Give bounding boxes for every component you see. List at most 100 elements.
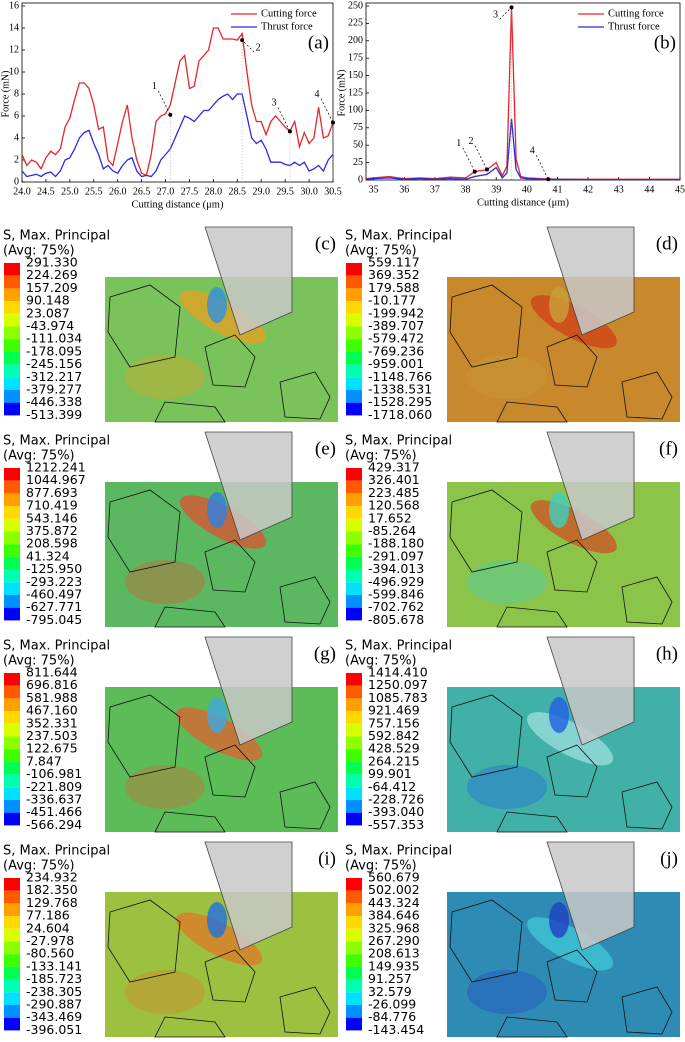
legend-label: Cutting force — [608, 8, 664, 19]
y-axis-label: Force (mN) — [0, 71, 11, 118]
grain-boundary — [204, 949, 256, 1003]
colorbar-level: 157.209 — [26, 280, 78, 295]
colorbar-level: -393.040 — [368, 804, 424, 819]
stress-cold — [549, 492, 569, 528]
stress-cold — [207, 902, 227, 938]
colorbar-segment — [346, 313, 362, 327]
grain-boundary — [496, 401, 568, 423]
colorbar-level: -84.776 — [368, 1009, 416, 1024]
stress-band — [125, 560, 205, 604]
legend-title: S, Max. Principal — [345, 639, 452, 654]
colorbar-segment — [4, 544, 20, 557]
colorbar-segment — [346, 736, 362, 750]
stress-cold — [549, 902, 569, 938]
colorbar-segment — [346, 698, 362, 712]
colorbar-level: 326.401 — [368, 472, 420, 487]
colorbar-level: -64.412 — [368, 779, 416, 794]
y-tick-label: 100 — [348, 105, 363, 116]
colorbar-segment — [346, 800, 362, 813]
grain-boundary — [279, 986, 331, 1035]
y-tick-label: 25 — [353, 157, 363, 168]
y-tick-label: 16 — [9, 0, 19, 11]
grain-boundary — [449, 899, 523, 983]
grain-boundary — [204, 744, 256, 798]
colorbar-segment — [4, 275, 20, 289]
x-tick-label: 38 — [461, 184, 471, 195]
colorbar-segment — [4, 992, 20, 1005]
x-tick-label: 35 — [369, 184, 379, 195]
colorbar-level: 291.330 — [26, 255, 78, 270]
colorbar-segment — [4, 979, 20, 993]
colorbar-level: -446.338 — [26, 394, 82, 409]
grain-boundary — [279, 576, 331, 625]
stress-cold — [207, 492, 227, 528]
legend-title: S, Max. Principal — [345, 844, 452, 859]
colorbar-level: 237.503 — [26, 728, 78, 743]
colorbar-segment — [346, 531, 362, 545]
x-tick-label: 30.5 — [324, 186, 342, 197]
legend-subtitle: (Avg: 75%) — [3, 244, 75, 259]
colorbar-segment — [4, 787, 20, 800]
colorbar-segment — [4, 518, 20, 532]
colorbar-segment — [4, 1005, 20, 1018]
legend-subtitle: (Avg: 75%) — [3, 654, 75, 669]
colorbar-segment — [4, 966, 20, 980]
colorbar-segment — [4, 812, 20, 826]
colorbar-level: 77.186 — [26, 908, 70, 923]
colorbar-level: -599.846 — [368, 587, 424, 602]
annotation-label: 4 — [530, 146, 535, 157]
annotation-label: 3 — [271, 98, 276, 109]
y-tick-label: 150 — [348, 70, 363, 81]
stress-hot — [527, 712, 614, 766]
stress-band — [125, 355, 205, 399]
colorbar-level: -496.929 — [368, 574, 424, 589]
x-tick-label: 29.5 — [276, 186, 294, 197]
grain-boundary — [204, 539, 256, 593]
colorbar-level: -702.762 — [368, 599, 424, 614]
annotation-point — [546, 177, 551, 182]
legend-title: S, Max. Principal — [345, 434, 452, 449]
annotation-arrow — [499, 7, 512, 20]
colorbar-segment — [346, 1017, 362, 1031]
grain-boundary — [546, 539, 598, 593]
cutting-tool — [204, 841, 293, 951]
colorbar-level: -513.399 — [26, 407, 82, 422]
panel-label: (c) — [315, 233, 336, 254]
y-tick-label: 14 — [9, 22, 19, 33]
cutting-tool — [204, 226, 293, 336]
annotation-point — [485, 167, 490, 172]
y-tick-label: 12 — [9, 44, 19, 55]
colorbar-level: 223.485 — [368, 485, 420, 500]
grain-boundary — [154, 1016, 226, 1038]
colorbar-segment — [346, 774, 362, 788]
colorbar-level: 428.529 — [368, 741, 420, 756]
cutting-tool — [546, 431, 635, 541]
colorbar-segment — [346, 390, 362, 403]
colorbar-level: 122.675 — [26, 741, 78, 756]
colorbar-segment — [346, 812, 362, 826]
colorbar-level: 592.842 — [368, 728, 420, 743]
colorbar-segment — [346, 377, 362, 390]
x-tick-label: 26.5 — [133, 186, 151, 197]
x-tick-label: 44 — [644, 184, 654, 195]
colorbar-level: 710.419 — [26, 498, 78, 513]
stress-hot — [527, 917, 614, 971]
colorbar-level: -238.305 — [26, 984, 82, 999]
colorbar-segment — [346, 402, 362, 416]
colorbar-segment — [346, 966, 362, 980]
colorbar-level: 375.872 — [26, 523, 78, 538]
annotation-label: 3 — [493, 10, 498, 21]
colorbar-segment — [346, 673, 362, 686]
grain-boundary — [154, 606, 226, 628]
x-tick-label: 28.5 — [229, 186, 247, 197]
colorbar-segment — [346, 749, 362, 762]
colorbar-level: 1044.967 — [26, 472, 86, 487]
colorbar-segment — [346, 582, 362, 595]
series-line — [21, 93, 334, 178]
colorbar-segment — [4, 506, 20, 519]
colorbar-level: 23.087 — [26, 305, 70, 320]
annotation-point — [287, 129, 292, 134]
colorbar-segment — [4, 761, 20, 775]
stress-band — [125, 970, 205, 1014]
